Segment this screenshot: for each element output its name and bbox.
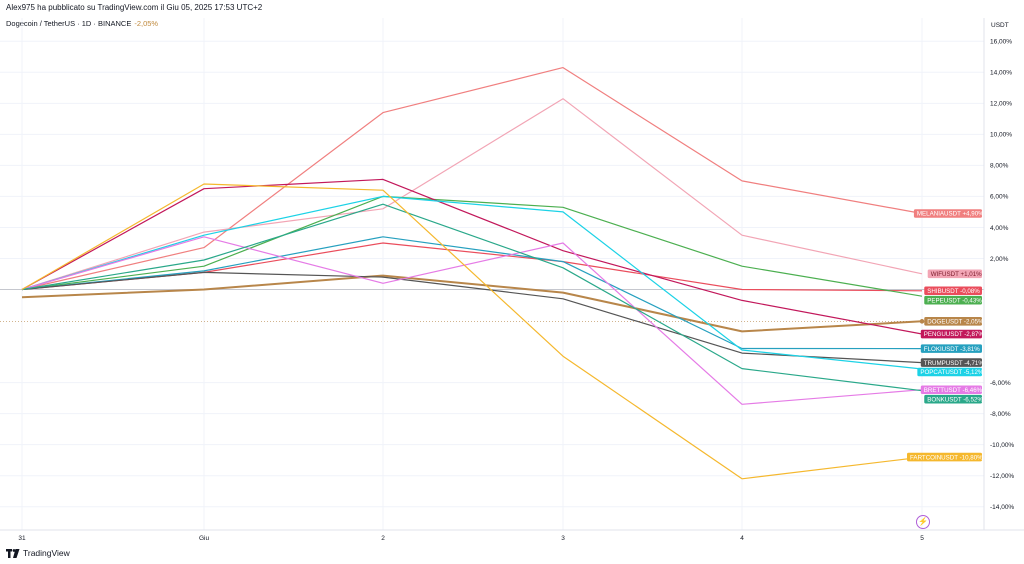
badge-bg xyxy=(924,394,982,404)
symbol-name: Dogecoin / TetherUS · 1D · BINANCE xyxy=(6,19,132,28)
badge-label: TRUMPUSDT -4,71% xyxy=(924,360,985,367)
badge-bg xyxy=(913,209,982,218)
x-tick-label: 3 xyxy=(561,535,565,542)
y-tick-label: -14,00% xyxy=(990,504,1014,511)
y-tick-label: -12,00% xyxy=(990,473,1014,480)
badge-bg xyxy=(920,344,982,353)
series-line-fartcoinusdt xyxy=(21,183,923,480)
badge-label: WIFUSDT +1,01% xyxy=(931,271,982,278)
tradingview-logo-icon xyxy=(6,548,20,558)
x-tick-label: 4 xyxy=(740,535,744,542)
badge-label: DOGEUSDT -2,05% xyxy=(927,319,984,326)
y-axis-ticks: 16,00% 14,00% 12,00% 10,00% 8,00% 6,00% 4,00% 2… xyxy=(990,39,1014,511)
badge-label: FLOKIUSDT -3,81% xyxy=(924,346,980,353)
badge-brettusdt: BRETTUSDT -6,46% xyxy=(920,385,983,395)
y-tick-label: 6,00% xyxy=(990,194,1009,201)
badge-label: POPCATUSDT -5,12% xyxy=(920,369,984,376)
lightning-icon[interactable]: ⚡ xyxy=(916,515,930,529)
series-badges: MELANIAUSDT +4,90% WIFUSDT +1,01% SHIBUSDT… xyxy=(907,209,985,462)
series-line-popcatusdt xyxy=(21,195,923,370)
series-line-dogeusdt xyxy=(21,274,923,333)
symbol-change: -2,05% xyxy=(134,19,159,28)
badge-bonkusdt: BONKUSDT -6,52% xyxy=(924,394,983,404)
series-line-penguusdt xyxy=(21,178,923,335)
badge-bg xyxy=(924,295,982,305)
badge-label: BRETTUSDT -6,46% xyxy=(924,387,983,394)
grid-lines xyxy=(0,18,984,530)
badge-wifusdt: WIFUSDT +1,01% xyxy=(927,269,982,279)
badge-bg xyxy=(927,269,982,279)
badge-bg xyxy=(920,358,982,367)
y-tick-label: 14,00% xyxy=(990,70,1012,77)
badge-shibusdt: SHIBUSDT -0,08% xyxy=(924,286,982,296)
y-tick-label: 12,00% xyxy=(990,101,1012,108)
symbol-title[interactable]: Dogecoin / TetherUS · 1D · BINANCE -2,05% xyxy=(6,19,158,28)
y-tick-label: -10,00% xyxy=(990,442,1014,449)
badge-fartcoinusdt: FARTCOINUSDT -10,80% xyxy=(907,452,983,462)
badge-label: PENGUUSDT -2,87% xyxy=(924,331,985,338)
published-note: Alex975 ha pubblicato su TradingView.com… xyxy=(6,3,263,12)
badge-bg xyxy=(924,286,982,296)
brand-name: TradingView xyxy=(23,548,70,558)
series-line-wifusdt xyxy=(21,98,923,291)
x-axis-ticks: 31 Giu 2 3 4 5 xyxy=(18,535,924,542)
badge-label: PEPEUSDT -0,43% xyxy=(927,297,982,304)
badge-trumpusdt: TRUMPUSDT -4,71% xyxy=(920,358,985,367)
y-tick-label: 16,00% xyxy=(990,39,1012,46)
badge-bg xyxy=(907,452,982,462)
x-tick-label: 5 xyxy=(920,535,924,542)
badge-label: BONKUSDT -6,52% xyxy=(927,396,983,403)
badge-label: FARTCOINUSDT -10,80% xyxy=(910,454,983,461)
y-unit-label: USDT xyxy=(991,22,1009,29)
badge-popcatusdt: POPCATUSDT -5,12% xyxy=(917,367,984,377)
x-tick-label: Giu xyxy=(199,535,210,542)
badge-label: MELANIAUSDT +4,90% xyxy=(917,211,984,218)
series-lines xyxy=(21,66,925,480)
badge-label: SHIBUSDT -0,08% xyxy=(927,288,980,295)
badge-penguusdt: PENGUUSDT -2,87% xyxy=(920,329,985,339)
series-line-bonkusdt xyxy=(21,203,923,392)
x-tick-label: 31 xyxy=(18,535,26,542)
x-tick-label: 2 xyxy=(381,535,385,542)
badge-flokiusdt: FLOKIUSDT -3,81% xyxy=(920,344,982,353)
y-tick-label: 10,00% xyxy=(990,132,1012,139)
y-tick-label: 2,00% xyxy=(990,256,1009,263)
brand-footer[interactable]: TradingView xyxy=(6,548,70,558)
y-tick-label: 4,00% xyxy=(990,225,1009,232)
series-line-trumpusdt xyxy=(21,271,923,364)
doge-last-point xyxy=(919,319,925,324)
badge-melaniausdt: MELANIAUSDT +4,90% xyxy=(913,209,984,218)
series-line-melaniausdt xyxy=(21,66,923,291)
badge-dogeusdt: DOGEUSDT -2,05% xyxy=(924,317,984,326)
badge-bg xyxy=(920,385,982,395)
series-line-brettusdt xyxy=(21,236,923,405)
badge-bg xyxy=(917,367,982,377)
badge-bg xyxy=(924,317,982,326)
badge-pepeusdt: PEPEUSDT -0,43% xyxy=(924,295,982,305)
series-line-flokiusdt xyxy=(21,236,923,350)
badge-bg xyxy=(920,329,982,339)
y-tick-label: -8,00% xyxy=(990,411,1011,418)
y-tick-label: 8,00% xyxy=(990,163,1009,170)
y-tick-label: -6,00% xyxy=(990,380,1011,387)
series-line-pepeusdt xyxy=(21,195,923,297)
